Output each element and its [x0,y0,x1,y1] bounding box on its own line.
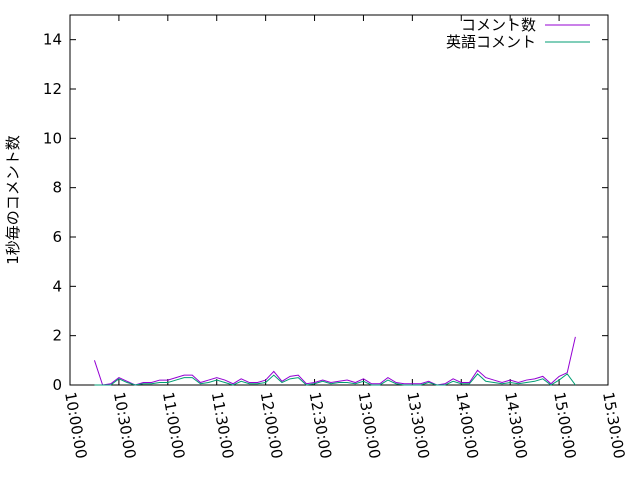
x-tick-label: 14:00:00 [452,391,481,460]
x-tick-label: 15:30:00 [599,391,628,460]
y-axis: 0 2 4 6 8 10 12 14 [43,31,608,394]
y-tick-label: 6 [52,228,62,246]
x-axis: 10:00:00 10:30:00 11:00:00 11:30:00 12:00:00… [61,15,628,460]
x-tick-label: 11:30:00 [208,391,237,460]
legend-label-0: コメント数 [461,16,536,34]
x-tick-label: 15:00:00 [550,391,579,460]
series-lines [93,336,576,386]
x-tick-label: 13:00:00 [355,391,384,460]
x-tick-label: 10:30:00 [110,391,139,460]
x-tick-label: 12:00:00 [257,391,286,460]
y-tick-label: 8 [52,179,62,197]
y-tick-label: 12 [43,80,62,98]
y-tick-label: 14 [43,31,62,49]
legend: コメント数 英語コメント [446,16,590,51]
y-tick-label: 4 [52,277,62,295]
x-tick-label: 11:00:00 [159,391,188,460]
legend-label-1: 英語コメント [446,33,536,51]
plot-border [69,14,609,386]
y-tick-label: 2 [52,327,62,345]
x-tick-label: 12:30:00 [306,391,335,460]
y-axis-label: 1秒毎のコメント数 [4,135,22,265]
y-tick-label: 0 [52,376,62,394]
x-tick-label: 13:30:00 [403,391,432,460]
x-tick-label: 10:00:00 [61,391,90,460]
series-line-1 [94,373,576,386]
y-tick-label: 10 [43,129,62,147]
x-tick-label: 14:30:00 [501,391,530,460]
series-line-0 [93,336,576,386]
